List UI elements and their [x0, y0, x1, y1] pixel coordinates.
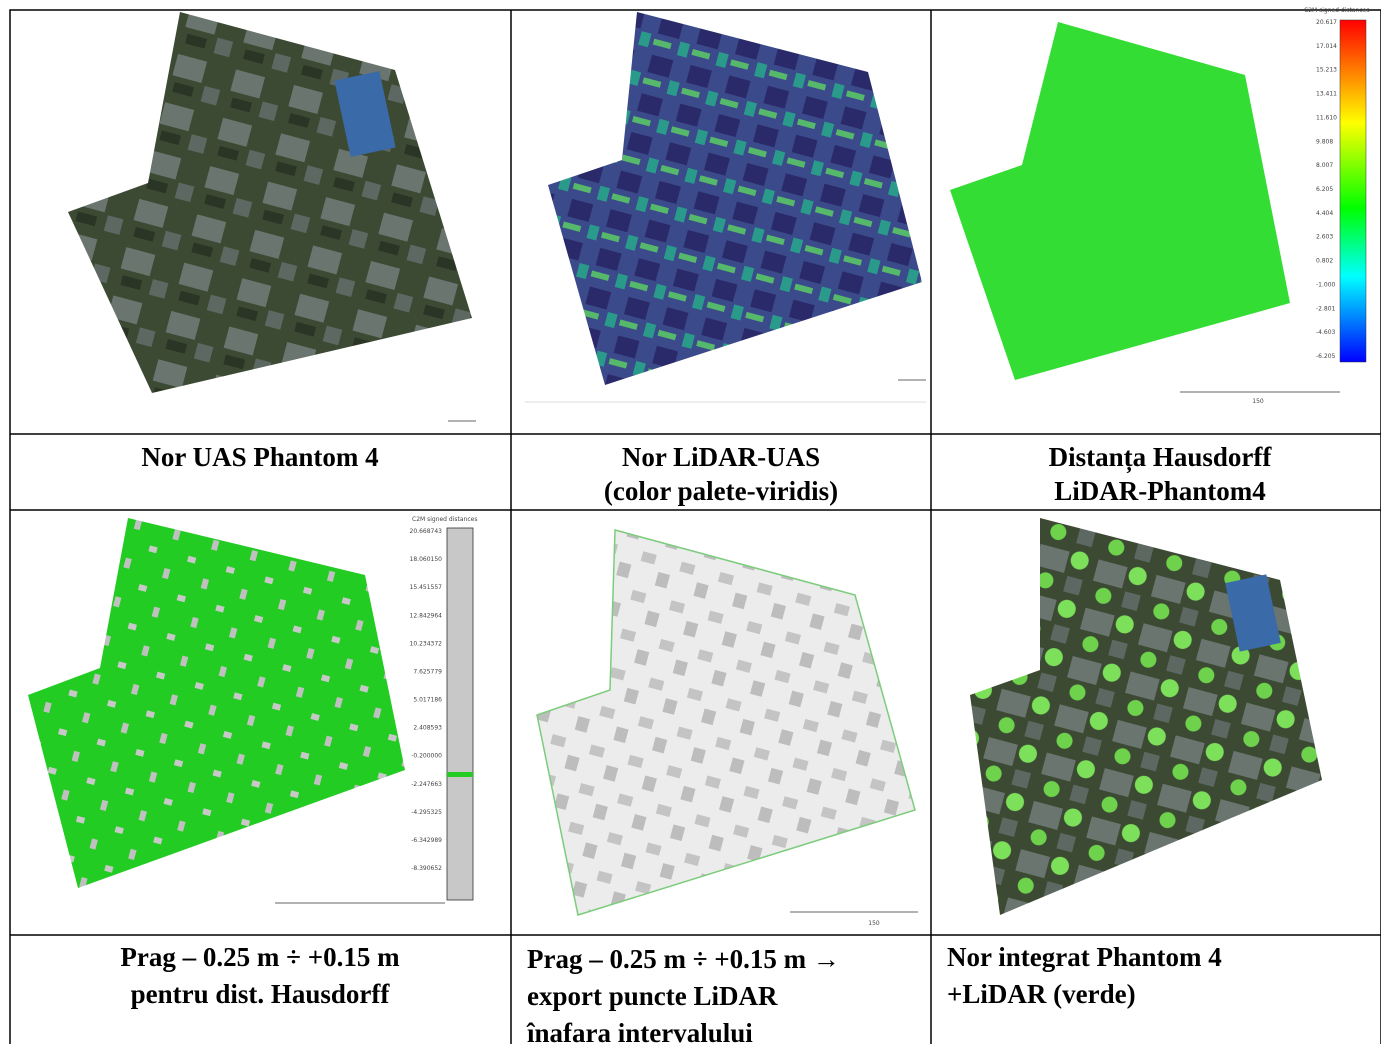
colorbar-label: 18.060150 [410, 556, 443, 563]
caption: Nor integrat Phantom 4 [947, 942, 1222, 972]
table-grid [9, 9, 1381, 1044]
colorbar-label: 6.205 [1316, 186, 1333, 193]
caption: Nor LiDAR-UAS [622, 442, 820, 472]
caption: Prag – 0.25 m ÷ +0.15 m → [527, 944, 840, 974]
cloud-phantom [68, 12, 472, 393]
colorbar-label: 7.625779 [413, 668, 442, 675]
colorbar-label: -8.390652 [411, 865, 442, 872]
colorbar-label: -2.801 [1316, 305, 1336, 312]
cloud-export [536, 529, 916, 916]
colorbar-label: 0.802 [1316, 258, 1333, 265]
colorbar-label: 2.603 [1316, 234, 1333, 241]
caption: Distanța Hausdorff [1049, 442, 1273, 473]
scale-label: 150 [868, 920, 880, 927]
roof [1225, 574, 1281, 652]
scale-label: 150 [1252, 398, 1264, 405]
colorbar-label: 12.842964 [410, 612, 443, 619]
colorbar-label: 20.617 [1316, 19, 1337, 26]
colorbar-label: 11.610 [1316, 114, 1337, 121]
caption: +LiDAR (verde) [947, 979, 1136, 1009]
colorbar-label: -6.205 [1316, 353, 1336, 360]
colorbar-label: 10.234372 [410, 640, 443, 647]
colorbar [446, 527, 474, 901]
scale-bars [275, 379, 1340, 913]
caption: LiDAR-Phantom4 [1054, 476, 1266, 506]
colorbar-label: 4.404 [1316, 210, 1333, 217]
colorbar-label: -4.295325 [411, 809, 442, 816]
colorbar-title: C2M signed distances [1304, 7, 1369, 14]
colorbar-label: -6.342989 [411, 837, 442, 844]
caption: Nor UAS Phantom 4 [141, 442, 378, 472]
cloud-hausdorff [950, 22, 1290, 380]
colorbar-band [447, 772, 473, 777]
caption: (color palete-viridis) [604, 476, 838, 506]
colorbar-label: 2.408593 [413, 725, 442, 732]
caption: înafara intervalului [526, 1018, 753, 1044]
colorbar-label: 5.017186 [413, 697, 442, 704]
colorbar-title: C2M signed distances [412, 516, 477, 523]
colorbar-label: 17.014 [1316, 43, 1337, 50]
colorbar-label: 15.451557 [410, 584, 443, 591]
cloud-threshold [28, 518, 405, 888]
colorbar-label: -2.247663 [411, 781, 442, 788]
colorbar-label: -0.200000 [411, 753, 442, 760]
cloud-integrated [970, 518, 1322, 915]
cloud-lidar [548, 12, 922, 385]
caption: Prag – 0.25 m ÷ +0.15 m [120, 942, 400, 972]
colorbar-label: 8.007 [1316, 162, 1333, 169]
caption: export puncte LiDAR [527, 981, 778, 1011]
colorbar-label: -1.000 [1316, 281, 1336, 288]
caption: pentru dist. Hausdorff [131, 979, 391, 1009]
colorbar-label: -4.603 [1316, 329, 1336, 336]
colorbar-label: 15.213 [1316, 67, 1337, 74]
roof [334, 71, 396, 157]
colorbar-label: 13.411 [1316, 91, 1337, 98]
colorbar-label: 20.668743 [410, 528, 443, 535]
colorbar [1339, 19, 1367, 363]
colorbar-label: 9.808 [1316, 138, 1333, 145]
